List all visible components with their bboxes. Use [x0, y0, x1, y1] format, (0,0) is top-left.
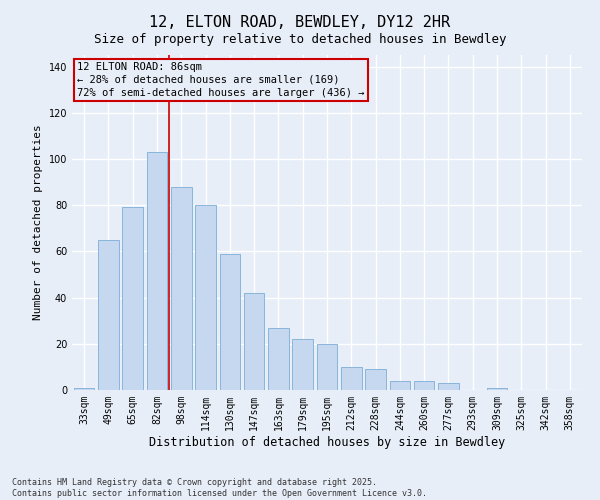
Bar: [317, 344, 337, 390]
Text: 12, ELTON ROAD, BEWDLEY, DY12 2HR: 12, ELTON ROAD, BEWDLEY, DY12 2HR: [149, 15, 451, 30]
Bar: [146, 152, 167, 390]
Text: Size of property relative to detached houses in Bewdley: Size of property relative to detached ho…: [94, 32, 506, 46]
Bar: [195, 205, 216, 390]
Bar: [220, 254, 240, 390]
Bar: [414, 381, 434, 390]
Bar: [98, 240, 119, 390]
Bar: [171, 186, 191, 390]
Bar: [74, 388, 94, 390]
Bar: [389, 381, 410, 390]
Bar: [292, 339, 313, 390]
Bar: [438, 383, 459, 390]
Bar: [244, 293, 265, 390]
Bar: [365, 369, 386, 390]
Bar: [268, 328, 289, 390]
Bar: [487, 388, 508, 390]
Text: Contains HM Land Registry data © Crown copyright and database right 2025.
Contai: Contains HM Land Registry data © Crown c…: [12, 478, 427, 498]
Bar: [341, 367, 362, 390]
Bar: [122, 208, 143, 390]
X-axis label: Distribution of detached houses by size in Bewdley: Distribution of detached houses by size …: [149, 436, 505, 448]
Y-axis label: Number of detached properties: Number of detached properties: [33, 124, 43, 320]
Text: 12 ELTON ROAD: 86sqm
← 28% of detached houses are smaller (169)
72% of semi-deta: 12 ELTON ROAD: 86sqm ← 28% of detached h…: [77, 62, 365, 98]
